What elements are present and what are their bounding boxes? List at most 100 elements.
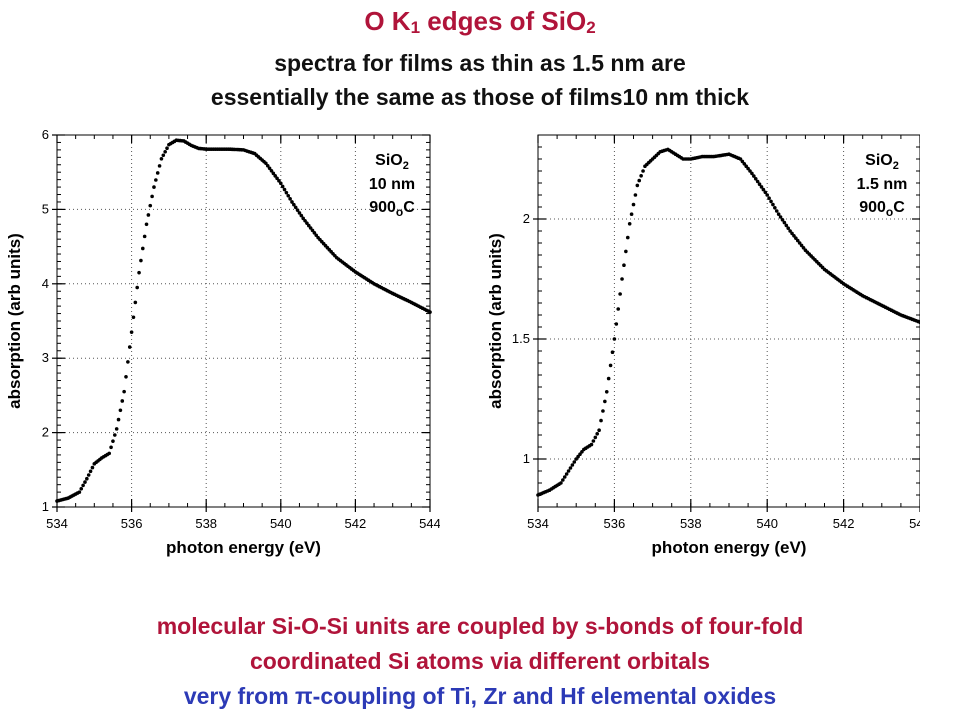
data-point xyxy=(795,238,800,243)
data-point xyxy=(113,433,117,437)
data-point xyxy=(610,350,615,354)
x-tick-label: 542 xyxy=(345,516,367,531)
data-point xyxy=(597,428,601,433)
data-point xyxy=(574,457,578,461)
data-point xyxy=(778,215,783,219)
annotation-line-3: 900oC xyxy=(859,199,905,219)
data-point xyxy=(140,246,145,251)
x-tick-label: 534 xyxy=(527,516,549,531)
data-point xyxy=(90,465,95,470)
data-point xyxy=(144,222,149,227)
data-point xyxy=(306,223,311,228)
data-point xyxy=(612,337,617,341)
data-point xyxy=(126,360,130,364)
y-tick-label: 1 xyxy=(523,451,530,466)
data-point xyxy=(799,243,804,248)
data-point xyxy=(641,169,645,173)
data-point xyxy=(120,399,125,403)
data-point xyxy=(616,307,621,311)
x-tick-label: 540 xyxy=(270,516,292,531)
data-point xyxy=(297,211,302,215)
data-point xyxy=(124,375,128,379)
data-point xyxy=(568,466,573,470)
data-point xyxy=(918,320,920,324)
data-point xyxy=(122,389,126,394)
x-tick-label: 534 xyxy=(46,516,68,531)
title-mid: edges of SiO xyxy=(420,6,587,36)
data-point xyxy=(591,439,596,443)
data-point xyxy=(604,390,609,394)
data-point xyxy=(740,159,745,164)
data-point xyxy=(620,277,624,281)
data-point xyxy=(572,460,577,464)
data-point xyxy=(148,203,153,208)
y-tick-label: 5 xyxy=(42,201,49,216)
title-sub1: 1 xyxy=(410,18,421,37)
y-tick-label: 2 xyxy=(42,425,49,440)
data-point xyxy=(633,193,638,197)
y-axis-label: absorption (arb units) xyxy=(5,233,24,409)
data-point xyxy=(86,473,91,477)
data-point xyxy=(792,234,796,238)
data-point xyxy=(759,185,764,189)
data-point xyxy=(159,157,164,161)
data-point xyxy=(137,270,141,275)
data-point xyxy=(163,149,167,154)
data-point xyxy=(116,417,121,422)
x-tick-label: 544 xyxy=(419,516,440,531)
data-point xyxy=(566,469,571,473)
data-point xyxy=(85,476,89,481)
data-point xyxy=(83,480,87,484)
annotation-line-1: SiO2 xyxy=(375,152,409,172)
data-point xyxy=(746,166,750,171)
data-point xyxy=(608,363,613,368)
data-point xyxy=(763,190,768,195)
data-point xyxy=(595,432,600,436)
data-point xyxy=(152,185,156,189)
data-point xyxy=(271,171,276,176)
data-point xyxy=(755,179,760,184)
data-point xyxy=(111,439,115,443)
y-axis-label: absorption (arb units) xyxy=(486,233,505,409)
data-point xyxy=(146,213,151,217)
y-tick-label: 1.5 xyxy=(512,331,530,346)
data-point xyxy=(576,454,580,459)
data-point xyxy=(622,263,626,267)
data-point xyxy=(142,234,147,239)
data-point xyxy=(599,418,603,423)
chart-right: 534 536 538 540 542 544 1 1.5 2 photon energy (eV… xyxy=(486,134,920,557)
data-point xyxy=(797,241,802,245)
data-point xyxy=(631,202,636,207)
data-point xyxy=(275,176,279,181)
data-point xyxy=(776,212,781,216)
subtitle-line-1: spectra for films as thin as 1.5 nm are xyxy=(274,50,686,76)
x-tick-label: 536 xyxy=(121,516,143,531)
data-point xyxy=(790,231,794,236)
data-point xyxy=(752,174,756,178)
data-point xyxy=(606,376,611,381)
data-point xyxy=(562,475,567,479)
data-point xyxy=(614,322,619,326)
data-point xyxy=(782,220,787,225)
data-point xyxy=(288,197,292,201)
data-point xyxy=(748,169,752,173)
data-point xyxy=(639,174,643,178)
data-point xyxy=(109,445,113,450)
data-point xyxy=(738,157,743,161)
data-point xyxy=(161,153,166,158)
y-tick-label: 6 xyxy=(42,127,49,142)
x-axis-label: photon energy (eV) xyxy=(652,538,807,557)
data-point xyxy=(753,177,758,181)
data-point xyxy=(129,330,134,334)
data-point xyxy=(589,442,594,447)
data-point xyxy=(88,469,93,474)
y-tick-label: 4 xyxy=(42,276,49,291)
data-point xyxy=(744,164,748,168)
data-point xyxy=(624,249,628,254)
data-point xyxy=(107,451,112,456)
title-main: O K xyxy=(364,6,411,36)
annotation-line-2: 1.5 nm xyxy=(857,176,908,193)
data-point xyxy=(794,236,798,240)
data-point xyxy=(299,213,304,218)
data-point xyxy=(801,246,806,250)
